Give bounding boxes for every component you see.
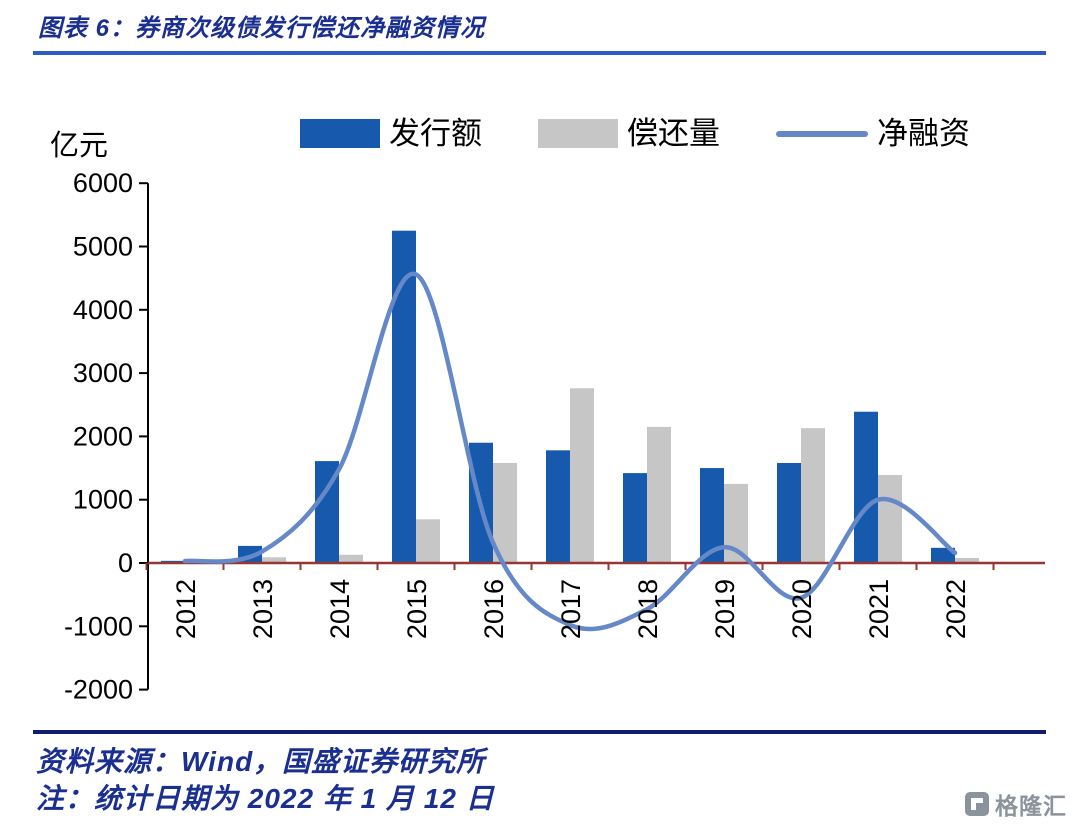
svg-text:2018: 2018 <box>633 579 663 639</box>
gelonghui-watermark: 格隆汇 <box>964 787 1067 821</box>
y-axis-unit-label: 亿元 <box>50 130 109 162</box>
legend-item-issuance: 发行额 <box>300 118 482 149</box>
svg-text:-2000: -2000 <box>64 675 133 705</box>
svg-text:4000: 4000 <box>73 295 133 325</box>
gelonghui-logo-icon <box>965 792 989 816</box>
date-note: 注：统计日期为 2022 年 1 月 12 日 <box>36 783 495 814</box>
svg-text:3000: 3000 <box>73 358 133 388</box>
svg-text:6000: 6000 <box>73 168 133 198</box>
svg-text:1000: 1000 <box>73 485 133 515</box>
svg-text:2022: 2022 <box>941 579 971 639</box>
legend-label-repayment: 偿还量 <box>627 116 720 151</box>
title-divider <box>33 51 1046 55</box>
svg-text:2013: 2013 <box>248 579 278 639</box>
legend-label-issuance: 发行额 <box>389 116 482 151</box>
footer-divider <box>33 730 1046 734</box>
svg-text:2019: 2019 <box>710 579 740 639</box>
svg-text:2012: 2012 <box>171 579 201 639</box>
chart-legend: 发行额 偿还量 净融资 <box>300 118 970 149</box>
svg-text:2020: 2020 <box>787 579 817 639</box>
svg-text:2014: 2014 <box>325 579 355 639</box>
source-note: 资料来源：Wind，国盛证券研究所 <box>36 746 486 777</box>
svg-text:2017: 2017 <box>556 579 586 639</box>
legend-item-net-financing: 净融资 <box>776 118 970 149</box>
figure-title: 图表 6：券商次级债发行偿还净融资情况 <box>38 15 486 42</box>
svg-text:-1000: -1000 <box>64 611 133 641</box>
repayment-bar-swatch <box>538 119 618 148</box>
svg-text:0: 0 <box>118 548 133 578</box>
legend-label-net-financing: 净融资 <box>877 116 970 151</box>
svg-text:2015: 2015 <box>402 579 432 639</box>
issuance-bar-swatch <box>300 119 380 148</box>
svg-text:2000: 2000 <box>73 421 133 451</box>
svg-text:5000: 5000 <box>73 232 133 262</box>
legend-item-repayment: 偿还量 <box>538 118 720 149</box>
gelonghui-logo-text: 格隆汇 <box>995 793 1067 819</box>
combo-chart: 6000 5000 4000 3000 2000 1000 0 -1000 -2000 2012 2… <box>64 168 1045 705</box>
svg-text:2016: 2016 <box>479 579 509 639</box>
net-financing-line-swatch <box>776 130 868 137</box>
svg-text:2021: 2021 <box>864 579 894 639</box>
